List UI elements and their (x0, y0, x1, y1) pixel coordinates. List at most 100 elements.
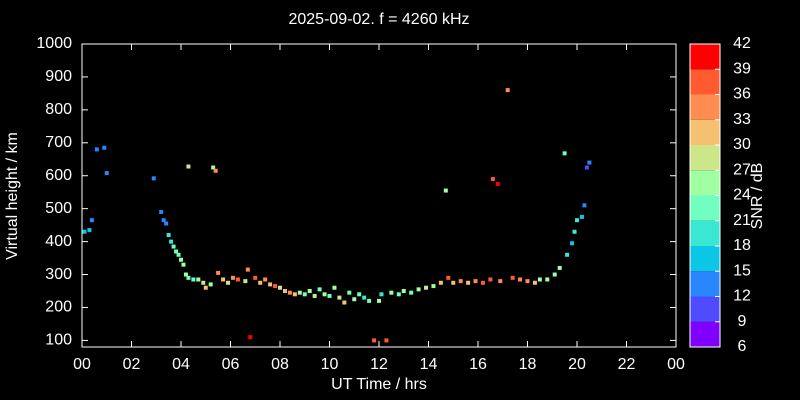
point (372, 338, 377, 343)
point (89, 218, 94, 223)
colorbar-tick-label: 6 (738, 338, 747, 355)
point (525, 279, 530, 284)
colorbar-tick-label: 27 (733, 161, 751, 178)
point (377, 298, 381, 303)
point (211, 165, 216, 170)
colorbar-tick-label: 39 (733, 60, 751, 77)
point (379, 292, 384, 297)
point (174, 249, 179, 254)
point (327, 293, 332, 298)
point (431, 284, 436, 289)
point (352, 297, 357, 302)
point (396, 292, 401, 297)
point (216, 270, 221, 275)
point (362, 295, 367, 300)
colorbar-band (690, 246, 720, 272)
point (263, 277, 268, 282)
point (196, 277, 201, 282)
point (357, 292, 362, 297)
point (488, 277, 493, 282)
point (161, 218, 166, 223)
colorbar-band (690, 145, 720, 171)
point (221, 277, 226, 282)
colorbar-label: SNR / dB (749, 163, 766, 230)
point (562, 151, 567, 156)
point (570, 241, 575, 246)
point (230, 275, 235, 280)
point (495, 181, 500, 186)
point (166, 233, 171, 238)
point (181, 262, 186, 267)
point (342, 300, 347, 305)
point (307, 289, 312, 294)
point (104, 171, 109, 176)
point (337, 295, 342, 300)
point (94, 147, 99, 152)
point (401, 289, 406, 294)
y-axis-label: Virtual height / km (4, 132, 21, 260)
point (208, 282, 213, 287)
x-tick-label: 08 (271, 356, 289, 373)
colorbar-band (690, 119, 720, 145)
point (451, 280, 456, 285)
point (312, 293, 317, 298)
x-tick-label: 18 (519, 356, 537, 373)
point (176, 252, 181, 257)
point (347, 290, 352, 295)
x-tick-label: 16 (469, 356, 487, 373)
colorbar-band (690, 44, 720, 70)
point (537, 277, 542, 282)
colorbar-tick-label: 30 (733, 136, 751, 153)
point (201, 280, 206, 285)
point (582, 203, 587, 208)
y-tick-label: 500 (45, 200, 72, 217)
point (384, 338, 389, 343)
point (446, 275, 451, 280)
colorbar-tick-label: 21 (733, 212, 751, 229)
colorbar-band (690, 321, 720, 347)
point (191, 277, 196, 282)
colorbar-tick-label: 42 (733, 35, 751, 52)
y-tick-label: 1000 (36, 35, 72, 52)
point (545, 277, 550, 282)
point (557, 265, 562, 270)
colorbar-tick-label: 12 (733, 288, 751, 305)
colorbar-tick-label: 15 (733, 262, 751, 279)
point (416, 287, 421, 292)
point (82, 229, 87, 234)
point (510, 275, 515, 280)
point (490, 177, 495, 182)
point (322, 292, 327, 297)
x-tick-label: 14 (420, 356, 438, 373)
y-tick-label: 600 (45, 167, 72, 184)
point (203, 285, 208, 290)
colorbar-band (690, 195, 720, 221)
point (87, 228, 92, 233)
colorbar-band (690, 296, 720, 322)
point (273, 284, 278, 289)
point (438, 280, 443, 285)
x-tick-label: 10 (321, 356, 339, 373)
x-tick-label: 04 (172, 356, 190, 373)
point (367, 298, 372, 303)
point (473, 279, 478, 284)
point (292, 292, 297, 297)
point (258, 280, 263, 285)
point (235, 277, 240, 282)
point (584, 165, 589, 170)
point (164, 221, 169, 226)
point (317, 287, 322, 292)
colorbar-band (690, 220, 720, 246)
y-tick-label: 100 (45, 332, 72, 349)
point (458, 279, 463, 284)
point (572, 229, 577, 234)
colorbar-band (690, 69, 720, 95)
point (302, 292, 307, 297)
x-axis-label: UT Time / hrs (331, 376, 427, 393)
y-tick-label: 800 (45, 101, 72, 118)
point (575, 218, 579, 223)
point (253, 275, 258, 280)
point (518, 277, 523, 282)
point (579, 214, 584, 219)
point (243, 279, 248, 284)
